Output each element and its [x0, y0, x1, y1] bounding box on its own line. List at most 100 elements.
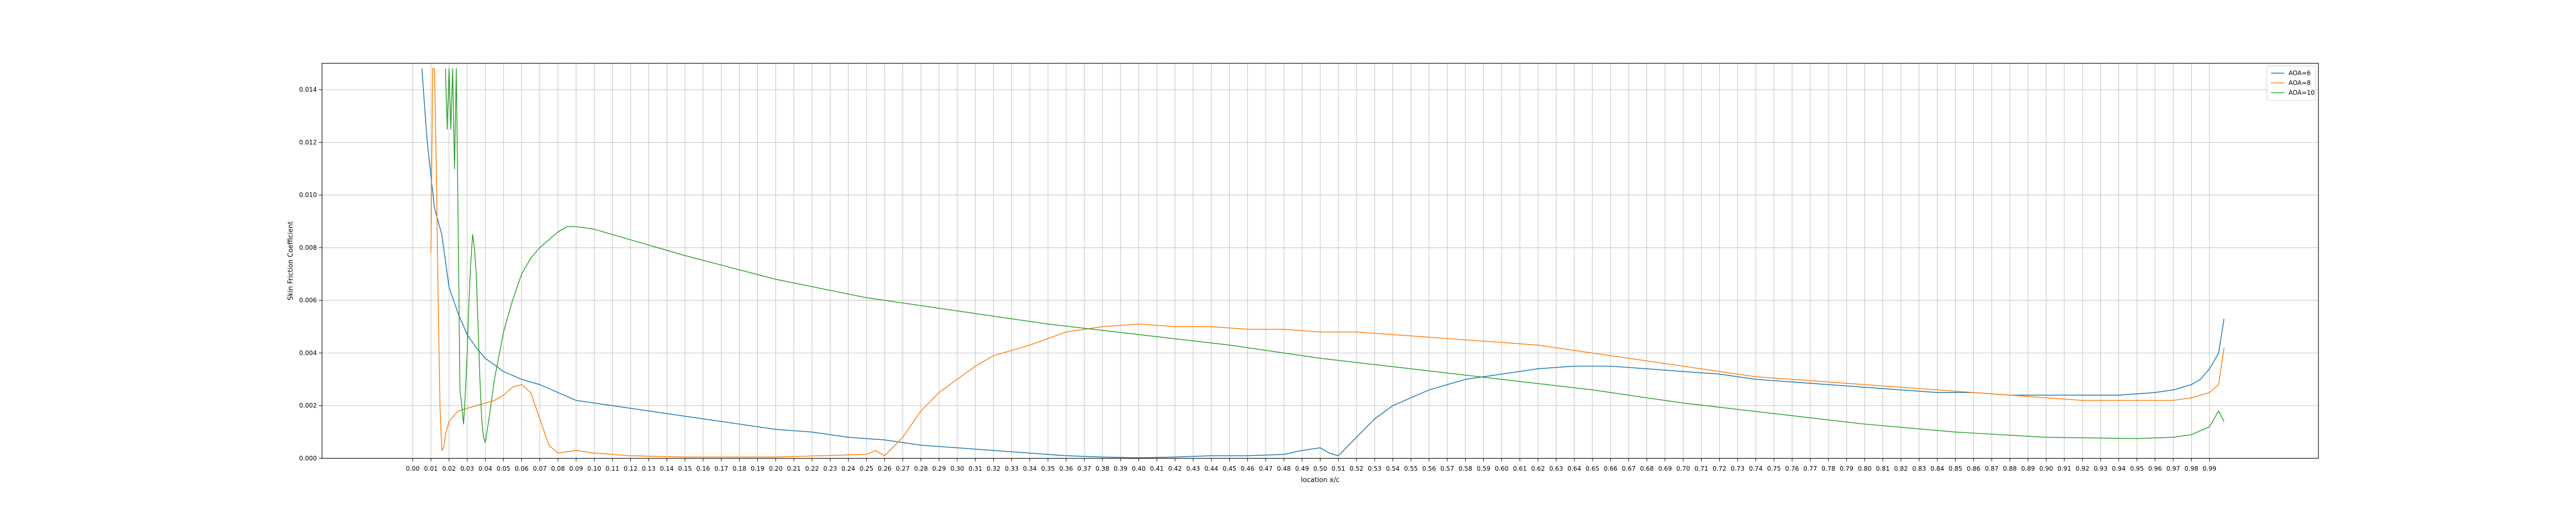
- grid-lines: [322, 63, 2318, 459]
- x-tick-label: 0.72: [1713, 465, 1726, 472]
- x-tick-label: 0.99: [2202, 465, 2216, 472]
- x-tick-label: 0.10: [587, 465, 601, 472]
- x-tick-label: 0.23: [823, 465, 837, 472]
- series-line-0: [421, 68, 2225, 458]
- x-tick-label: 0.61: [1513, 465, 1527, 472]
- x-axis-ticks: 0.00 0.01 0.02 0.03 0.04 0.05 0.06 0.07 0.08 0.09…: [406, 458, 2216, 472]
- y-tick-label: 0.006: [299, 297, 317, 304]
- x-tick-label: 0.08: [551, 465, 565, 472]
- x-tick-label: 0.97: [2166, 465, 2180, 472]
- legend-label: AOA=8: [2289, 79, 2311, 87]
- x-tick-label: 0.06: [515, 465, 529, 472]
- y-tick-label: 0.002: [299, 402, 317, 409]
- x-tick-label: 0.35: [1041, 465, 1055, 472]
- x-tick-label: 0.98: [2184, 465, 2198, 472]
- x-tick-label: 0.83: [1912, 465, 1926, 472]
- x-tick-label: 0.67: [1622, 465, 1636, 472]
- x-tick-label: 0.76: [1785, 465, 1799, 472]
- x-tick-label: 0.70: [1676, 465, 1690, 472]
- x-tick-label: 0.92: [2076, 465, 2090, 472]
- x-tick-label: 0.87: [1985, 465, 1999, 472]
- x-tick-label: 0.77: [1803, 465, 1817, 472]
- x-tick-label: 0.69: [1658, 465, 1672, 472]
- x-tick-label: 0.80: [1858, 465, 1872, 472]
- x-tick-label: 0.09: [569, 465, 583, 472]
- x-tick-label: 0.32: [987, 465, 1001, 472]
- x-tick-label: 0.81: [1876, 465, 1890, 472]
- x-tick-label: 0.66: [1604, 465, 1618, 472]
- x-tick-label: 0.45: [1223, 465, 1236, 472]
- x-tick-label: 0.96: [2148, 465, 2162, 472]
- x-tick-label: 0.12: [624, 465, 638, 472]
- x-tick-label: 0.26: [878, 465, 892, 472]
- x-tick-label: 0.82: [1894, 465, 1908, 472]
- x-tick-label: 0.56: [1422, 465, 1436, 472]
- x-tick-label: 0.93: [2094, 465, 2108, 472]
- x-tick-label: 0.94: [2112, 465, 2126, 472]
- x-tick-label: 0.78: [1822, 465, 1836, 472]
- x-tick-label: 0.90: [2039, 465, 2053, 472]
- x-tick-label: 0.38: [1095, 465, 1109, 472]
- x-tick-label: 0.34: [1023, 465, 1037, 472]
- x-tick-label: 0.52: [1350, 465, 1364, 472]
- series-line-2: [445, 68, 2225, 443]
- y-tick-label: 0.012: [299, 139, 317, 146]
- x-tick-label: 0.59: [1477, 465, 1490, 472]
- x-tick-label: 0.28: [914, 465, 928, 472]
- x-tick-label: 0.30: [951, 465, 964, 472]
- x-tick-label: 0.44: [1205, 465, 1218, 472]
- x-tick-label: 0.33: [1005, 465, 1019, 472]
- x-tick-label: 0.15: [678, 465, 692, 472]
- x-tick-label: 0.51: [1331, 465, 1345, 472]
- x-tick-label: 0.02: [442, 465, 456, 472]
- series-lines: [421, 68, 2225, 458]
- y-tick-label: 0.004: [299, 349, 317, 356]
- x-tick-label: 0.25: [859, 465, 873, 472]
- legend-label: AOA=6: [2289, 70, 2311, 77]
- x-tick-label: 0.39: [1114, 465, 1128, 472]
- x-tick-label: 0.55: [1404, 465, 1418, 472]
- legend: AOA=6 AOA=8 AOA=10: [2266, 65, 2316, 101]
- x-tick-label: 0.89: [2021, 465, 2035, 472]
- x-tick-label: 0.07: [533, 465, 547, 472]
- y-tick-label: 0.008: [299, 244, 317, 251]
- x-axis-label: location x/c: [1301, 476, 1340, 484]
- x-tick-label: 0.88: [2003, 465, 2017, 472]
- x-tick-label: 0.74: [1749, 465, 1763, 472]
- x-tick-label: 0.58: [1459, 465, 1472, 472]
- x-tick-label: 0.18: [733, 465, 747, 472]
- x-tick-label: 0.17: [715, 465, 728, 472]
- x-tick-label: 0.36: [1059, 465, 1073, 472]
- series-line-1: [430, 68, 2225, 458]
- x-tick-label: 0.31: [969, 465, 982, 472]
- x-tick-label: 0.01: [424, 465, 438, 472]
- x-tick-label: 0.85: [1948, 465, 1962, 472]
- x-tick-label: 0.11: [605, 465, 619, 472]
- x-tick-label: 0.41: [1150, 465, 1164, 472]
- x-tick-label: 0.60: [1495, 465, 1509, 472]
- legend-box: [2266, 65, 2316, 101]
- x-tick-label: 0.95: [2130, 465, 2144, 472]
- x-tick-label: 0.03: [460, 465, 474, 472]
- legend-label: AOA=10: [2289, 89, 2315, 96]
- x-tick-label: 0.75: [1767, 465, 1781, 472]
- x-tick-label: 0.22: [805, 465, 819, 472]
- x-tick-label: 0.27: [896, 465, 910, 472]
- y-axis-label: Skin Friction Coefficient: [287, 221, 295, 300]
- x-tick-label: 0.53: [1368, 465, 1382, 472]
- x-tick-label: 0.16: [696, 465, 710, 472]
- x-tick-label: 0.04: [479, 465, 493, 472]
- x-tick-label: 0.49: [1295, 465, 1309, 472]
- x-tick-label: 0.29: [932, 465, 946, 472]
- x-tick-label: 0.63: [1549, 465, 1563, 472]
- x-tick-label: 0.21: [787, 465, 801, 472]
- x-tick-label: 0.42: [1168, 465, 1182, 472]
- x-tick-label: 0.62: [1531, 465, 1545, 472]
- x-tick-label: 0.19: [751, 465, 765, 472]
- x-tick-label: 0.79: [1840, 465, 1854, 472]
- x-tick-label: 0.65: [1586, 465, 1600, 472]
- x-tick-label: 0.24: [841, 465, 855, 472]
- x-tick-label: 0.05: [497, 465, 511, 472]
- x-tick-label: 0.00: [406, 465, 420, 472]
- y-axis-ticks: 0.000 0.002 0.004 0.006 0.008 0.010 0.012 0.014: [299, 86, 322, 462]
